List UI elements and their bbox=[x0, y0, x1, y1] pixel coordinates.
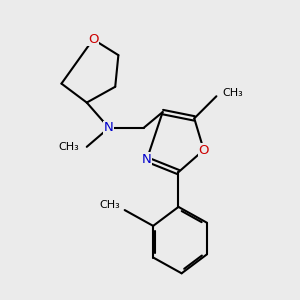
Text: CH₃: CH₃ bbox=[58, 142, 79, 152]
Text: CH₃: CH₃ bbox=[99, 200, 120, 210]
Text: N: N bbox=[142, 153, 152, 166]
Text: O: O bbox=[88, 33, 98, 46]
Text: CH₃: CH₃ bbox=[223, 88, 244, 98]
Text: N: N bbox=[104, 122, 114, 134]
Text: O: O bbox=[199, 143, 209, 157]
